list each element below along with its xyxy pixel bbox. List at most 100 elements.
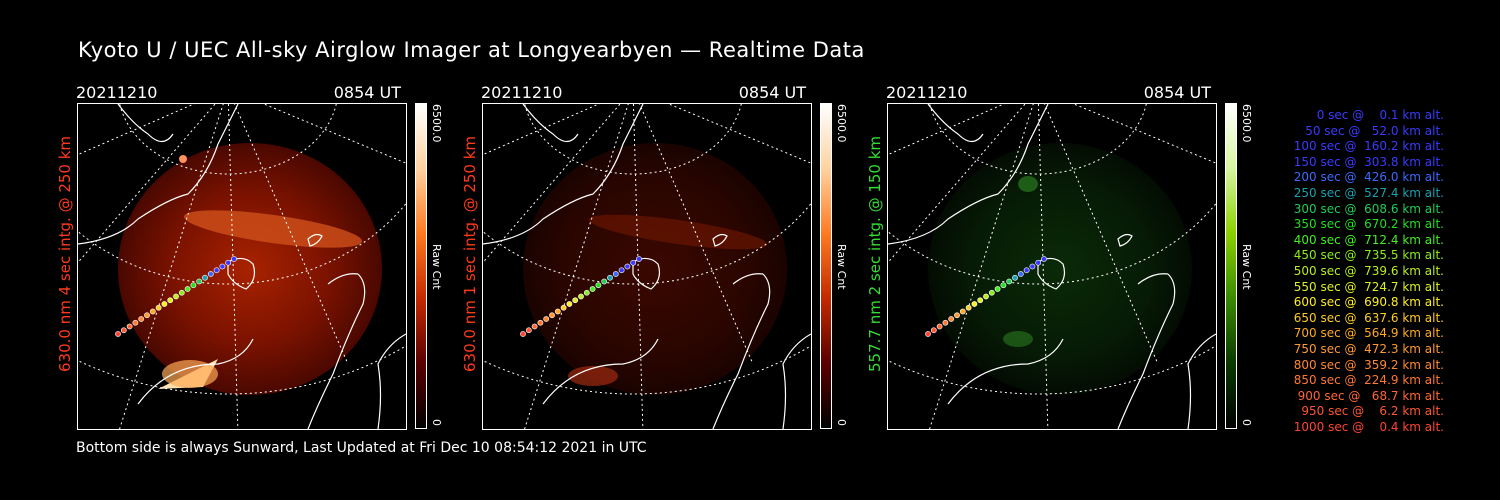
trajectory-point [983,293,989,300]
trajectory-point [1041,256,1047,262]
legend-row: 300 sec @ 608.6 km alt. [1293,201,1444,216]
panel-3-colorbar-max: 6500.0 [1240,104,1253,143]
trajectory-point [115,331,121,337]
panel-3-colorbar [1225,103,1237,429]
legend-row: 600 sec @ 690.8 km alt. [1293,295,1444,310]
legend-row: 350 sec @ 670.2 km alt. [1293,217,1444,232]
page-title: Kyoto U / UEC All-sky Airglow Imager at … [78,38,865,62]
legend-row: 1000 sec @ 0.4 km alt. [1293,419,1444,434]
panel-2-time: 0854 UT [738,83,806,102]
panel-2-colorbar-unit: Raw Cnt [835,244,848,290]
trajectory-point [936,323,943,330]
trajectory-point [537,319,544,326]
trajectory-point [636,256,642,262]
trajectory-point [202,274,208,281]
trajectory-point [155,304,162,311]
panel-3-wavelength-label: 557.7 nm 2 sec intg. @ 150 km [866,135,884,372]
trajectory-point [554,308,561,315]
panel-1-colorbar-max: 6500.0 [430,104,443,143]
trajectory-point [954,312,960,319]
panel-1-colorbar-unit: Raw Cnt [430,244,443,290]
panel-2-colorbar [820,103,832,429]
trajectory-point [126,323,133,330]
trajectory-point [1006,278,1013,285]
airglow-disc [928,143,1192,395]
trajectory-point [959,308,966,315]
trajectory-point [525,327,532,334]
trajectory-point [144,312,150,319]
trajectory-point [925,331,931,337]
trajectory-point [572,297,579,304]
trajectory-point [583,289,590,296]
trajectory-point [566,301,573,307]
panel-2-date: 20211210 [481,83,563,102]
trajectory-point [624,263,631,270]
legend-row: 150 sec @ 303.8 km alt. [1293,154,1444,169]
trajectory-point [612,271,619,277]
panel-3-colorbar-min: 0 [1240,419,1253,426]
panel-1-date: 20211210 [76,83,158,102]
legend-row: 950 sec @ 6.2 km alt. [1301,404,1444,419]
footer-status: Bottom side is always Sunward, Last Upda… [76,440,647,456]
trajectory-point [595,282,602,289]
trajectory-point [543,316,550,322]
legend-row: 550 sec @ 724.7 km alt. [1293,279,1444,294]
trajectory-point [225,259,232,266]
legend-row: 700 sec @ 564.9 km alt. [1293,326,1444,341]
trajectory-point [930,327,937,334]
trajectory-point [520,331,526,337]
legend-row: 650 sec @ 637.6 km alt. [1293,310,1444,325]
trajectory-point [1035,259,1042,266]
trajectory-point [988,289,995,296]
legend-row: 850 sec @ 224.9 km alt. [1293,373,1444,388]
trajectory-point [120,327,127,334]
trajectory-point [219,263,226,270]
panel-2-colorbar-max: 6500.0 [835,104,848,143]
trajectory-point [531,323,538,330]
trajectory-point [213,267,220,274]
trajectory-point [560,304,567,311]
panel-1-time: 0854 UT [333,83,401,102]
trajectory-point [994,286,1001,292]
trajectory-point [630,259,637,266]
panel-1-wavelength-label: 630.0 nm 4 sec intg. @ 250 km [56,135,74,372]
airglow-disc [118,143,382,395]
trajectory-point [132,319,139,326]
legend-row: 500 sec @ 739.6 km alt. [1293,263,1444,278]
trajectory-point [1000,282,1007,289]
trajectory-point [1012,274,1018,281]
panel-3-colorbar-unit: Raw Cnt [1240,244,1253,290]
panel-3-skymap [887,103,1217,430]
panel-2-wavelength-label: 630.0 nm 1 sec intg. @ 250 km [461,135,479,372]
legend-row: 450 sec @ 735.5 km alt. [1293,248,1444,263]
legend-row: 0 sec @ 0.1 km alt. [1316,108,1444,122]
trajectory-point [184,286,191,292]
trajectory-point [618,267,625,274]
trajectory-point [190,282,197,289]
trajectory-point [971,301,978,307]
legend-row: 750 sec @ 472.3 km alt. [1293,341,1444,356]
panel-3-time: 0854 UT [1143,83,1211,102]
trajectory-point [965,304,972,311]
legend-row: 900 sec @ 68.7 km alt. [1297,388,1444,403]
trajectory-point [549,312,555,319]
trajectory-point [977,297,984,304]
trajectory-point [1023,267,1030,274]
panel-1-colorbar [415,103,427,429]
trajectory-point [207,271,214,277]
legend-row: 400 sec @ 712.4 km alt. [1293,232,1444,247]
legend-row: 800 sec @ 359.2 km alt. [1293,357,1444,372]
panel-3-date: 20211210 [886,83,968,102]
panel-2-colorbar-min: 0 [835,419,848,426]
trajectory-point [173,293,179,300]
legend-row: 100 sec @ 160.2 km alt. [1293,139,1444,154]
airglow-disc [523,143,787,395]
panel-1-colorbar-min: 0 [430,419,443,426]
legend-row: 250 sec @ 527.4 km alt. [1293,185,1444,200]
trajectory-point [948,316,955,322]
panel-2-skymap [482,103,812,430]
trajectory-point [1029,263,1036,270]
trajectory-point [167,297,174,304]
trajectory-point [138,316,145,322]
trajectory-point [578,293,584,300]
